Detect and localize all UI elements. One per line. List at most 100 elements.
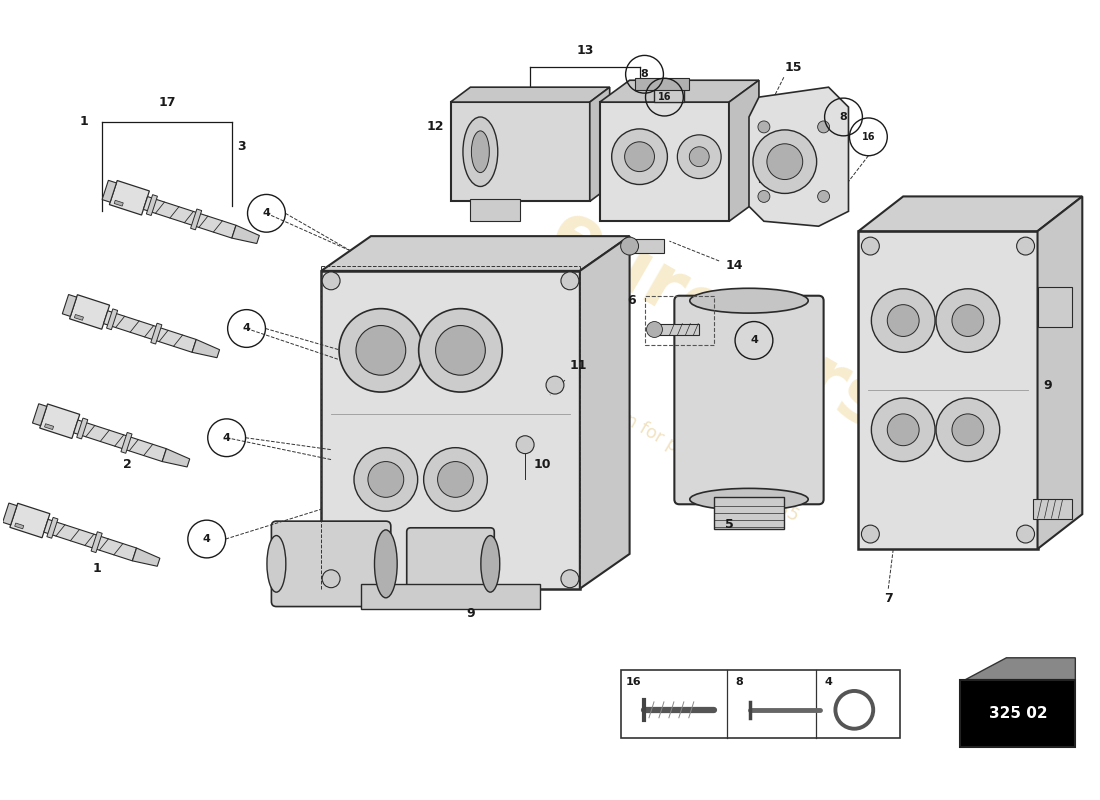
Polygon shape [33, 404, 47, 426]
Polygon shape [232, 226, 260, 243]
Circle shape [620, 237, 639, 255]
FancyBboxPatch shape [858, 231, 1037, 549]
Circle shape [952, 305, 983, 337]
Text: eurocars: eurocars [538, 194, 901, 446]
Text: 7: 7 [884, 592, 893, 605]
Polygon shape [162, 449, 189, 467]
Polygon shape [14, 523, 24, 529]
Circle shape [419, 309, 503, 392]
Text: 325 02: 325 02 [989, 706, 1047, 721]
Polygon shape [580, 236, 629, 589]
Bar [645, 296, 714, 346]
Text: 14: 14 [725, 259, 742, 273]
FancyBboxPatch shape [272, 521, 390, 606]
Text: 12: 12 [427, 121, 444, 134]
Text: 16: 16 [658, 92, 671, 102]
FancyBboxPatch shape [1033, 499, 1072, 519]
Polygon shape [63, 294, 77, 316]
Circle shape [861, 237, 879, 255]
Circle shape [516, 436, 535, 454]
Text: 9: 9 [466, 607, 475, 620]
FancyBboxPatch shape [674, 296, 824, 504]
Text: 10: 10 [534, 458, 551, 471]
Ellipse shape [267, 535, 286, 592]
Text: 2: 2 [123, 458, 132, 471]
Polygon shape [103, 310, 196, 352]
Circle shape [424, 448, 487, 511]
Polygon shape [590, 87, 609, 202]
Polygon shape [10, 503, 49, 538]
Polygon shape [600, 80, 759, 102]
Text: 16: 16 [625, 677, 641, 687]
Polygon shape [192, 339, 220, 358]
Circle shape [817, 121, 829, 133]
Circle shape [546, 376, 564, 394]
Polygon shape [109, 181, 150, 215]
Bar [635, 78, 690, 90]
Circle shape [952, 414, 983, 446]
FancyBboxPatch shape [714, 498, 784, 529]
FancyBboxPatch shape [654, 323, 700, 335]
Polygon shape [121, 433, 132, 454]
FancyBboxPatch shape [321, 271, 580, 589]
Polygon shape [2, 503, 16, 525]
Circle shape [936, 398, 1000, 462]
Circle shape [367, 462, 404, 498]
Circle shape [888, 414, 920, 446]
Polygon shape [74, 420, 166, 462]
Circle shape [322, 570, 340, 588]
Polygon shape [321, 236, 629, 271]
Polygon shape [47, 518, 58, 538]
FancyBboxPatch shape [471, 199, 520, 222]
Text: 8: 8 [839, 112, 847, 122]
Polygon shape [132, 548, 160, 566]
Circle shape [758, 190, 770, 202]
Circle shape [354, 448, 418, 511]
Text: 11: 11 [569, 358, 586, 372]
Polygon shape [77, 418, 88, 439]
Text: 1: 1 [92, 562, 101, 575]
Text: 4: 4 [202, 534, 211, 544]
Polygon shape [69, 294, 110, 330]
Polygon shape [151, 323, 162, 344]
Text: 17: 17 [158, 95, 176, 109]
Circle shape [1016, 525, 1034, 543]
Polygon shape [91, 532, 102, 553]
Polygon shape [451, 87, 609, 102]
Circle shape [936, 289, 1000, 352]
Circle shape [436, 326, 485, 375]
Ellipse shape [481, 535, 499, 592]
FancyBboxPatch shape [361, 584, 540, 609]
Bar [1037, 286, 1072, 326]
Text: a passion for parts since 1985: a passion for parts since 1985 [557, 374, 802, 526]
Text: 4: 4 [222, 433, 231, 442]
Circle shape [561, 272, 579, 290]
Text: 4: 4 [243, 323, 251, 334]
Text: 1: 1 [80, 115, 89, 129]
Circle shape [339, 309, 422, 392]
Polygon shape [749, 87, 848, 226]
Text: 4: 4 [750, 335, 758, 346]
Ellipse shape [690, 488, 808, 510]
Circle shape [647, 322, 662, 338]
Circle shape [690, 146, 710, 166]
Text: 6: 6 [627, 294, 636, 307]
Polygon shape [44, 519, 136, 561]
Text: 4: 4 [263, 208, 271, 218]
FancyBboxPatch shape [451, 102, 590, 202]
Text: 15: 15 [785, 61, 803, 74]
Text: 4: 4 [825, 677, 833, 687]
Circle shape [678, 135, 722, 178]
Polygon shape [44, 424, 54, 430]
FancyBboxPatch shape [407, 528, 494, 600]
Circle shape [817, 190, 829, 202]
Circle shape [561, 570, 579, 588]
Polygon shape [1037, 197, 1082, 549]
Text: 16: 16 [861, 132, 876, 142]
Polygon shape [858, 197, 1082, 231]
Polygon shape [143, 197, 236, 238]
FancyBboxPatch shape [629, 239, 664, 253]
Circle shape [438, 462, 473, 498]
Circle shape [754, 130, 816, 194]
Polygon shape [190, 209, 201, 230]
